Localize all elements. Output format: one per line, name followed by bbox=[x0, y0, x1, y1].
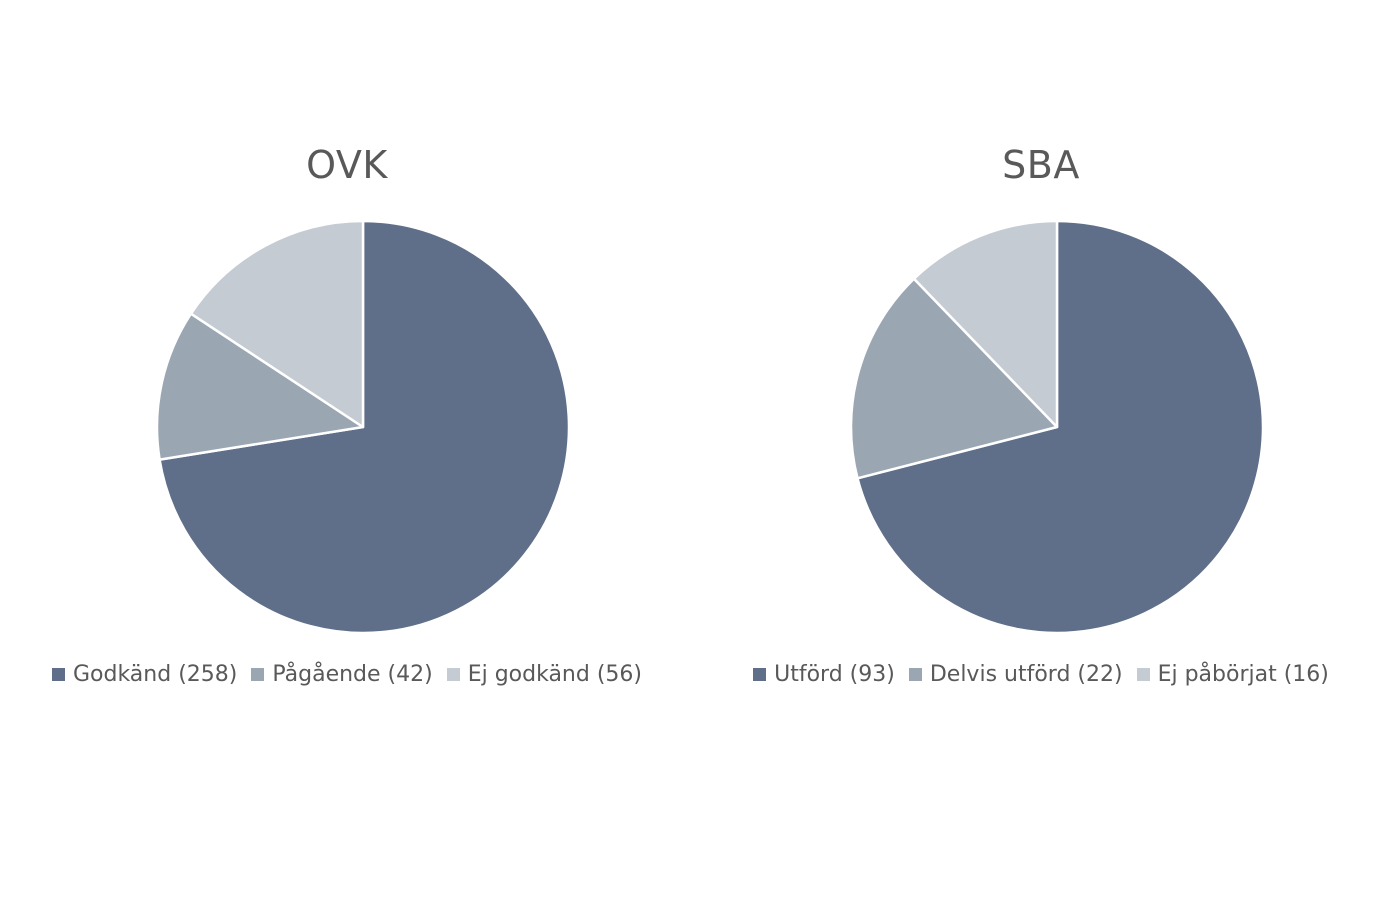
ovk-pie bbox=[155, 219, 571, 635]
legend-label: Ej påbörjat (16) bbox=[1157, 662, 1329, 687]
legend-item-ej-paborjat: Ej påbörjat (16) bbox=[1136, 662, 1329, 687]
legend-label: Godkänd (258) bbox=[72, 662, 238, 687]
legend-swatch bbox=[51, 668, 65, 681]
legend-label: Pågående (42) bbox=[272, 662, 433, 687]
ovk-chart: OVK Godkänd (258) Pågående (42) Ej godkä… bbox=[0, 143, 694, 687]
legend-swatch bbox=[753, 668, 767, 681]
slice-ej-godkand bbox=[189, 219, 365, 429]
sba-pie bbox=[849, 219, 1265, 635]
chart-title: SBA bbox=[1002, 143, 1080, 187]
slice-utford bbox=[856, 219, 1265, 635]
sba-chart: SBA Utförd (93) Delvis utförd (22) Ej på… bbox=[694, 0, 1388, 908]
slice-ej-paborjat bbox=[912, 219, 1059, 429]
legend-swatch bbox=[1136, 668, 1150, 681]
legend-label: Utförd (93) bbox=[774, 662, 895, 687]
legend-item-delvis-utford: Delvis utförd (22) bbox=[908, 662, 1123, 687]
legend-swatch bbox=[446, 668, 460, 681]
slice-godkand bbox=[158, 219, 571, 635]
legend-item-godkand: Godkänd (258) bbox=[51, 662, 238, 687]
legend: Utförd (93) Delvis utförd (22) Ej påbörj… bbox=[694, 662, 1388, 687]
chart-title: OVK bbox=[306, 143, 388, 187]
legend-item-ej-godkand: Ej godkänd (56) bbox=[446, 662, 642, 687]
slice-delvis-utford bbox=[849, 277, 1059, 480]
slice-pagaende bbox=[155, 312, 365, 461]
legend-swatch bbox=[251, 668, 265, 681]
legend-item-pagaende: Pågående (42) bbox=[251, 662, 433, 687]
legend-swatch bbox=[908, 668, 922, 681]
legend-item-utford: Utförd (93) bbox=[753, 662, 895, 687]
legend-label: Ej godkänd (56) bbox=[467, 662, 642, 687]
legend: Godkänd (258) Pågående (42) Ej godkänd (… bbox=[0, 662, 694, 687]
legend-label: Delvis utförd (22) bbox=[929, 662, 1123, 687]
